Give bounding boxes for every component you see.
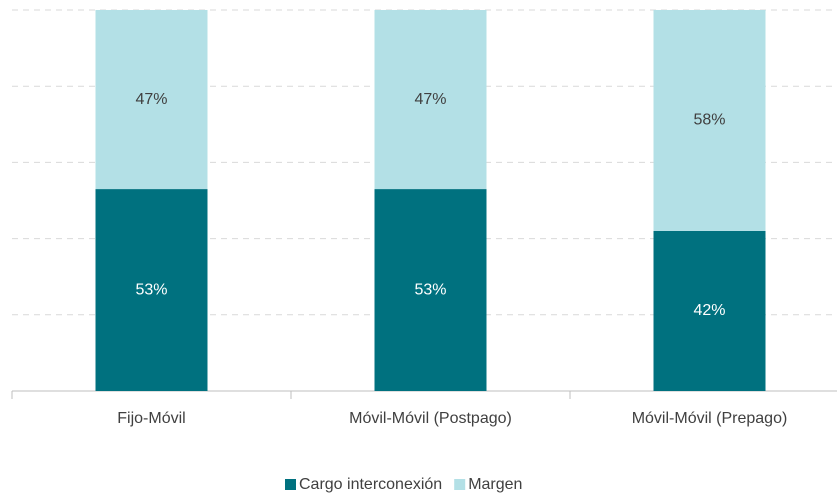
bar-segment bbox=[374, 189, 487, 391]
data-label: 53% bbox=[414, 281, 446, 298]
data-label: 47% bbox=[135, 91, 167, 108]
legend-swatch bbox=[285, 479, 296, 490]
data-label: 42% bbox=[693, 302, 725, 319]
legend-label: Margen bbox=[468, 476, 522, 493]
bar-segment bbox=[374, 10, 487, 190]
x-tick-label: Móvil-Móvil (Postpago) bbox=[349, 410, 512, 427]
bar-segment bbox=[653, 10, 766, 231]
data-label: 53% bbox=[135, 281, 167, 298]
bar-segment bbox=[95, 10, 208, 190]
x-tick-label: Fijo-Móvil bbox=[117, 410, 185, 427]
legend-label: Cargo interconexión bbox=[299, 476, 442, 493]
bar-segment bbox=[95, 189, 208, 391]
x-tick-label: Móvil-Móvil (Prepago) bbox=[632, 410, 788, 427]
data-label: 47% bbox=[414, 91, 446, 108]
legend-swatch bbox=[454, 479, 466, 490]
data-label: 58% bbox=[693, 112, 725, 129]
bar-segment bbox=[653, 230, 766, 391]
